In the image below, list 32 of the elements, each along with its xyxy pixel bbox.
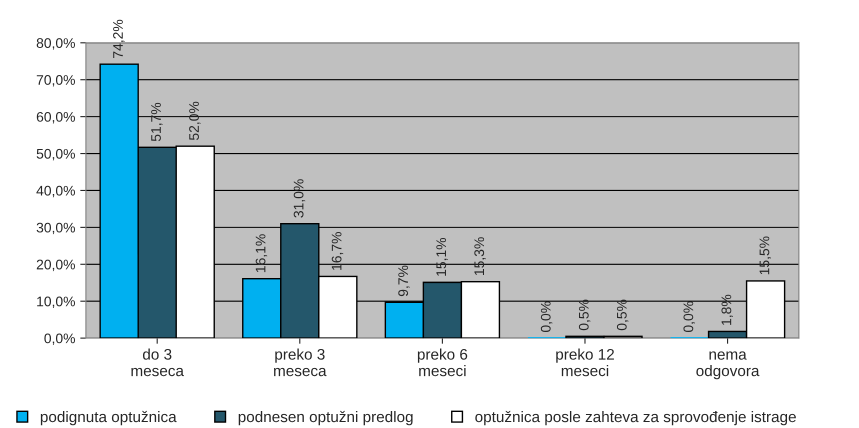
y-tick-label: 40,0% — [36, 186, 75, 198]
y-tick-label: 30,0% — [36, 222, 75, 234]
data-label: 1,8% — [721, 294, 733, 325]
legend-label: podignuta optužnica — [40, 410, 177, 426]
legend-label: optužnica posle zahteva za sprovođenje istrage — [475, 410, 796, 426]
x-tick-label: preko 3 meseca — [274, 348, 327, 376]
x-tick-label: do 3 meseca — [131, 348, 184, 376]
x-tick-label: preko 6 meseci — [418, 348, 468, 376]
data-label: 16,7% — [332, 232, 344, 270]
data-label: 15,5% — [760, 236, 771, 274]
y-tick-label: 20,0% — [36, 260, 75, 272]
data-label: 15,3% — [474, 237, 486, 276]
data-label: 0,0% — [683, 301, 695, 332]
data-label: 16,1% — [256, 234, 268, 272]
x-tick-label: preko 12 meseci — [556, 348, 614, 376]
y-tick-label: 0,0% — [44, 333, 75, 345]
data-label: 15,1% — [436, 238, 448, 276]
data-label: 74,2% — [113, 20, 125, 58]
data-label: 0,5% — [578, 300, 590, 330]
x-tick-label: nema odgovora — [696, 351, 760, 380]
legend-label: podnesen optužni predlog — [238, 410, 413, 426]
y-tick-label: 70,0% — [36, 75, 75, 87]
y-tick-label: 10,0% — [37, 296, 75, 308]
data-label: 0,0% — [540, 301, 552, 332]
data-label: 52,0% — [189, 102, 201, 140]
data-label: 31,0% — [294, 179, 306, 218]
y-tick-label: 80,0% — [36, 38, 75, 50]
y-tick-label: 60,0% — [36, 112, 75, 124]
data-label: 51,7% — [151, 102, 163, 142]
data-label: 0,5% — [616, 300, 628, 330]
y-tick-label: 50,0% — [36, 148, 75, 160]
data-label: 9,7% — [398, 266, 410, 296]
